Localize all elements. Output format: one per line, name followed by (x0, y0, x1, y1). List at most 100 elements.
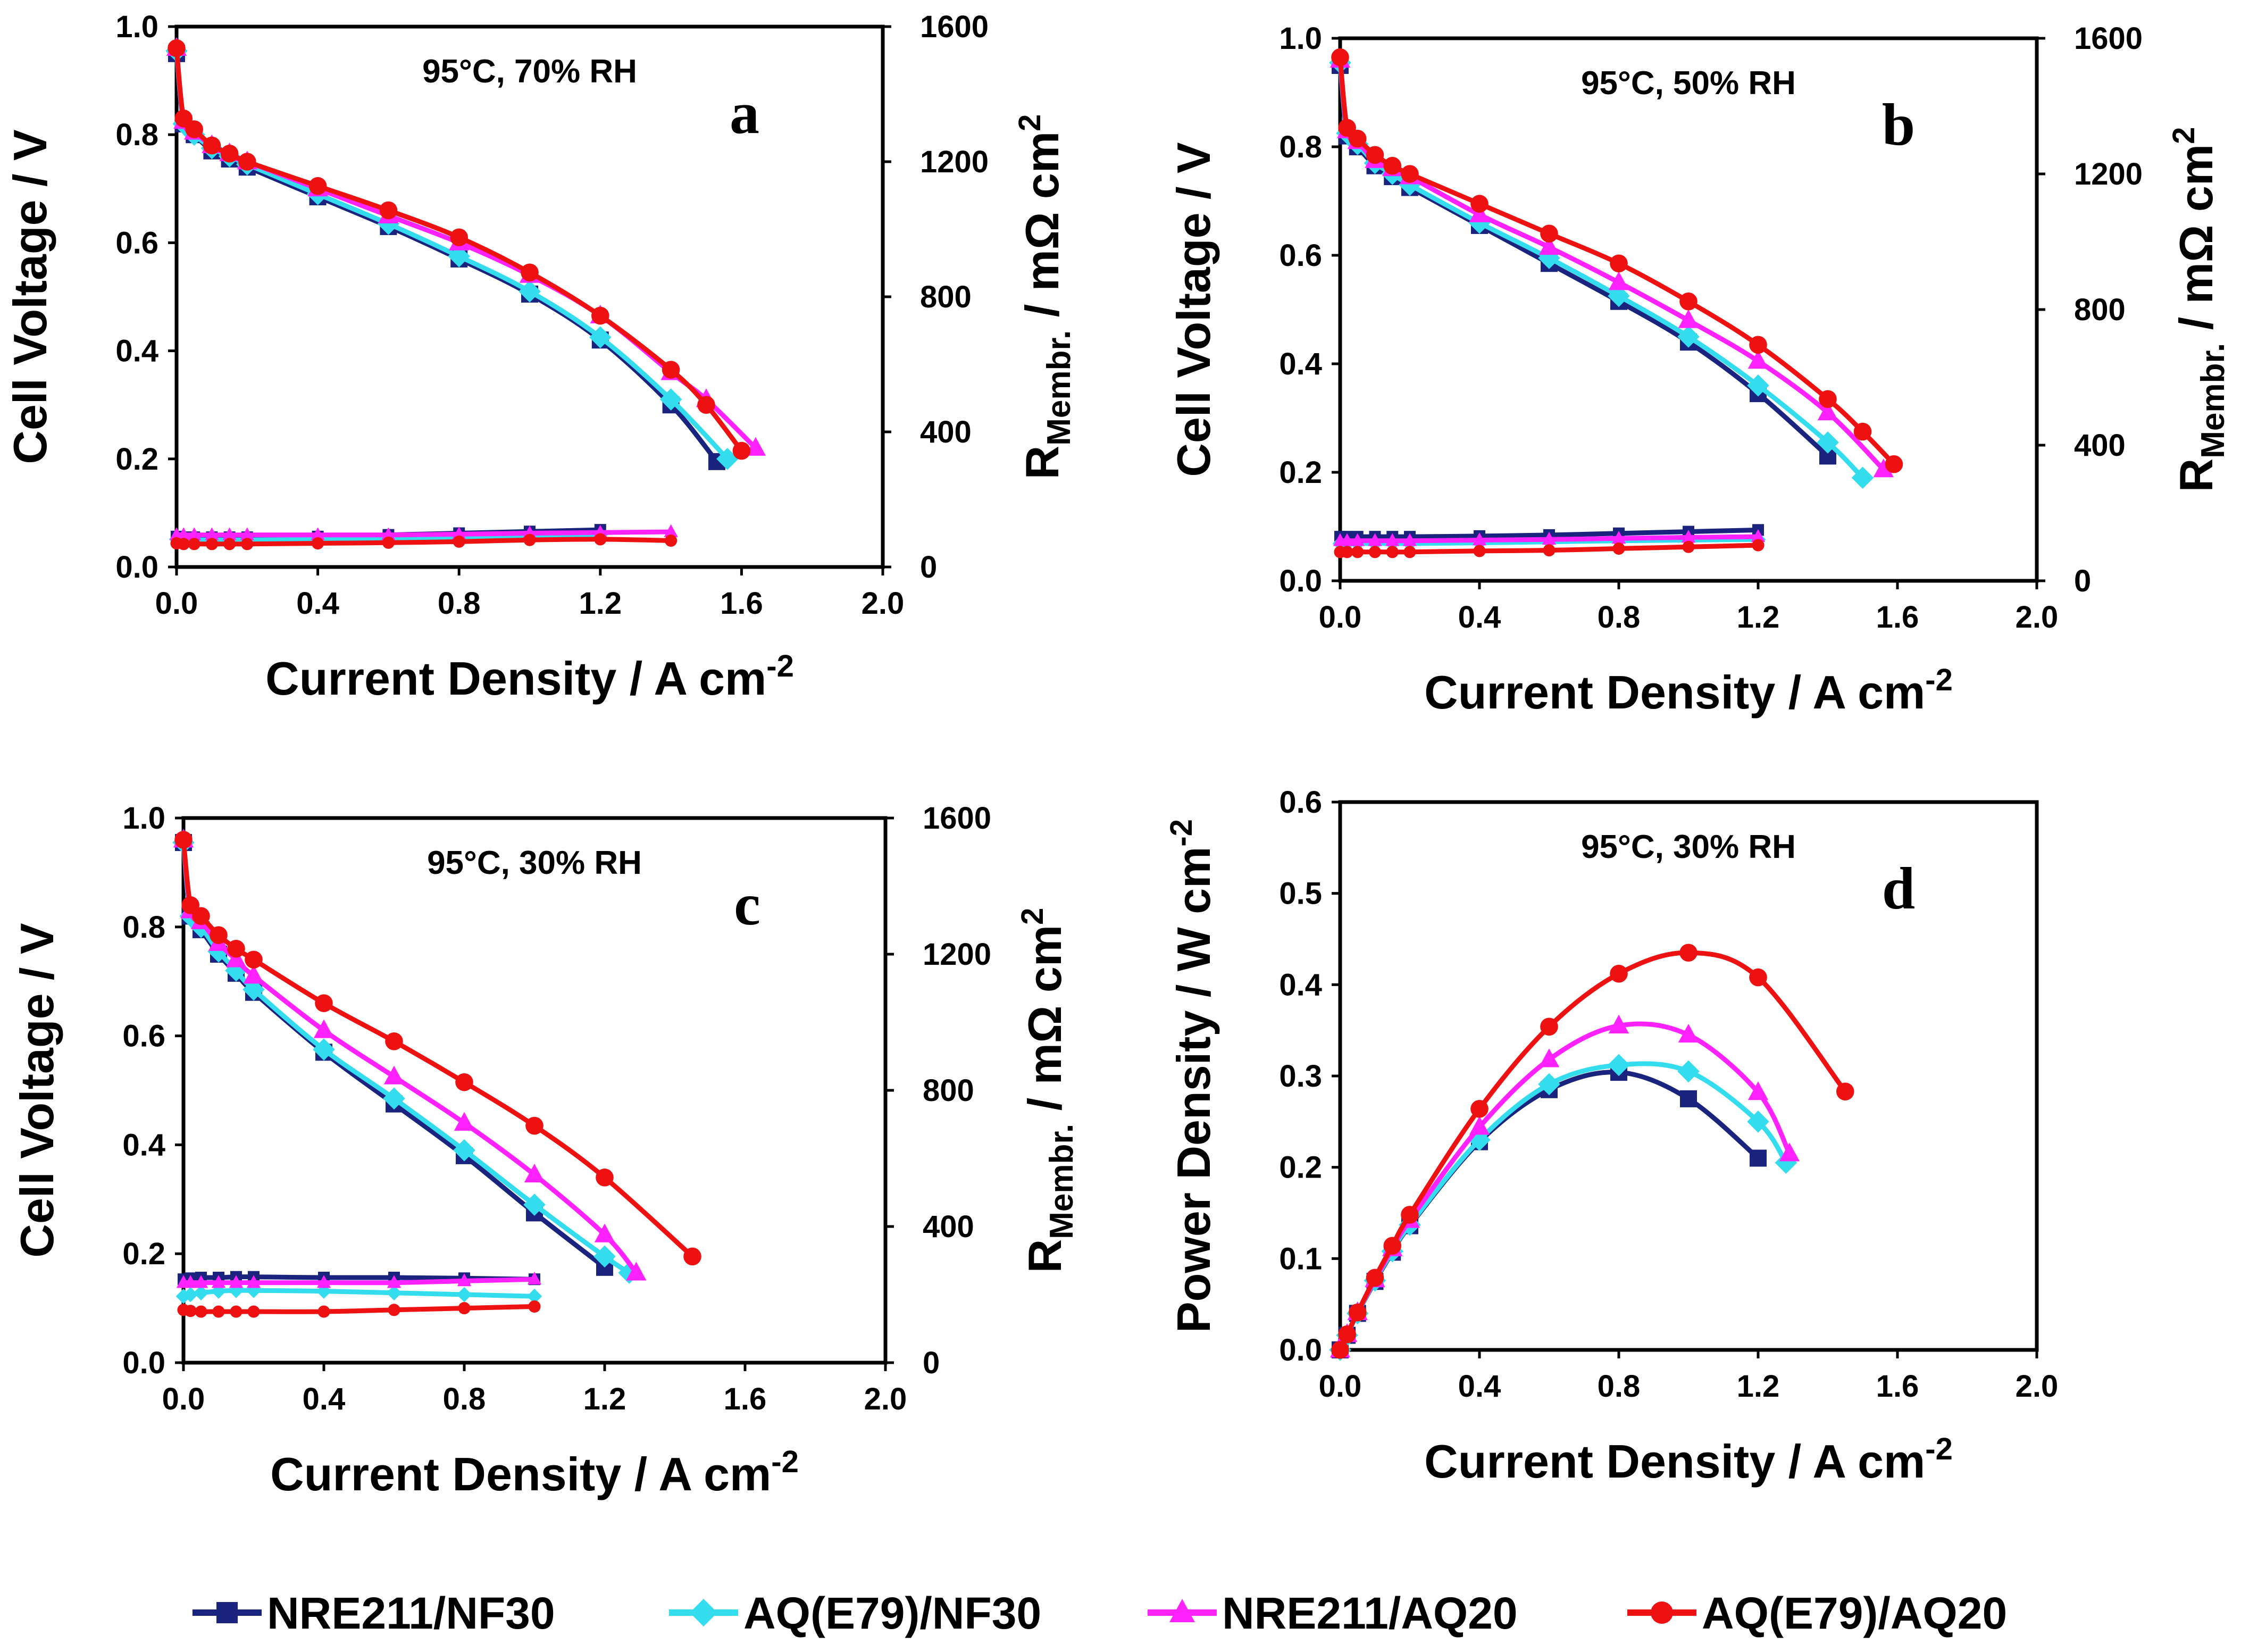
y-tick-label: 0.8 (122, 910, 165, 945)
data-point (385, 1032, 403, 1050)
series-aq-e79-aq20-left (168, 39, 751, 460)
data-point (388, 1304, 400, 1316)
y2-axis-title-main: R (2170, 458, 2222, 493)
y-axis-title: Cell Voltage / V (4, 129, 56, 464)
series-aq-e79-aq20-right (1334, 539, 1765, 558)
data-point (382, 536, 395, 549)
series-nre211-aq20-right (1333, 529, 1766, 546)
data-point (1540, 1017, 1558, 1036)
data-point (193, 1285, 209, 1301)
data-point (1678, 309, 1699, 328)
data-point (211, 1275, 226, 1288)
y2-tick-label: 0 (923, 1346, 940, 1380)
y2-axis-title-sub: Membr. (2195, 343, 2231, 458)
y2-tick-label: 1200 (2074, 157, 2143, 191)
data-point (528, 1300, 541, 1313)
y2-axis-title: RMembr. / mΩ cm2 (1013, 114, 1077, 480)
y-tick-label: 1.0 (115, 10, 158, 44)
data-point (1403, 546, 1416, 558)
data-point (1747, 350, 1769, 369)
y-tick-label: 0.6 (1279, 785, 1322, 820)
chart-panel-c: 0.0 0.4 0.8 1.2 1.6 2.0 0.0 0.2 0.4 0.6 0.8 1.0 0 400… (11, 801, 1080, 1500)
data-point (1383, 1237, 1402, 1255)
x-axis-title-main: Current Density / A cm (265, 652, 766, 705)
y2-tick-label: 400 (923, 1209, 974, 1244)
x-axis-title-sup: -2 (1925, 663, 1953, 697)
y2-tick-label: 800 (923, 1073, 974, 1108)
data-point (1749, 968, 1767, 987)
legend-label: AQ(E79)/NF30 (743, 1588, 1041, 1638)
data-point (1608, 1054, 1630, 1077)
data-point (1851, 466, 1874, 489)
data-point (220, 144, 239, 163)
data-point (683, 1247, 701, 1266)
x-tick-label: 2.0 (862, 586, 905, 621)
y2-axis-title-sup: 2 (1015, 908, 1050, 925)
data-point (184, 1305, 197, 1317)
y-tick-label: 0.6 (1279, 238, 1322, 273)
data-point (312, 537, 324, 550)
data-point (387, 1275, 402, 1288)
data-point (458, 1302, 471, 1315)
data-point (245, 950, 263, 969)
y2-tick-label: 1600 (920, 10, 989, 44)
data-point (1610, 254, 1628, 273)
y2-axis-title: RMembr. / mΩ cm2 (1015, 908, 1080, 1273)
x-tick-label: 2.0 (2016, 1369, 2059, 1404)
y2-axis-title-sub: Membr. (1041, 330, 1077, 446)
data-point (453, 1139, 475, 1162)
condition-label: 95°C, 70% RH (422, 53, 637, 90)
data-point (1543, 544, 1556, 557)
y-axis-title: Cell Voltage / V (11, 923, 63, 1257)
data-point (593, 1245, 616, 1268)
data-point (1817, 431, 1839, 454)
data-point (1677, 1060, 1700, 1083)
x-tick-label: 0.4 (1458, 600, 1501, 635)
data-point (519, 280, 541, 303)
y2-axis-title-main: R (1016, 446, 1068, 480)
data-point (455, 1073, 473, 1091)
data-point (240, 527, 254, 540)
x-tick-label: 0.0 (155, 586, 198, 621)
panel-letter: c (734, 872, 760, 938)
data-point (1368, 546, 1382, 558)
legend-entry: AQ(E79)/AQ20 (1627, 1588, 2007, 1638)
data-point (662, 361, 680, 379)
series-line (1337, 950, 1848, 1353)
y2-axis-title-main: R (1018, 1239, 1071, 1273)
series-aq-e79-nf30-right (175, 1283, 542, 1304)
data-point (316, 1283, 332, 1299)
data-point (452, 527, 466, 540)
series-nre211-aq20-right (169, 524, 678, 540)
data-point (448, 245, 470, 268)
y-tick-label: 0.2 (1279, 1150, 1322, 1185)
x-tick-label: 0.8 (1598, 600, 1641, 635)
data-point (523, 1194, 546, 1216)
data-point (1750, 1149, 1767, 1167)
data-point (177, 527, 191, 540)
data-point (229, 1275, 244, 1288)
data-point (1779, 1142, 1800, 1162)
data-point (523, 533, 536, 546)
data-point (175, 1288, 191, 1304)
data-point (177, 538, 190, 550)
data-point (212, 1305, 225, 1318)
x-tick-label: 0.0 (162, 1382, 205, 1416)
data-point (626, 1262, 647, 1281)
data-point (1747, 374, 1769, 397)
y2-axis-title-rest: / mΩ cm (2170, 144, 2222, 343)
y-axis-title-sup: -2 (1164, 819, 1199, 847)
y-tick-label: 0.2 (115, 442, 158, 477)
data-point (203, 136, 221, 155)
data-point (456, 1287, 472, 1303)
data-point (243, 978, 265, 1001)
data-point (243, 965, 264, 984)
y2-axis-title-sup: 2 (2167, 127, 2201, 144)
data-point (381, 527, 396, 540)
legend-marker (1651, 1601, 1673, 1624)
legend-label: NRE211/NF30 (267, 1588, 555, 1638)
data-point (589, 326, 612, 348)
data-point (1751, 529, 1766, 543)
data-point (182, 1287, 198, 1303)
